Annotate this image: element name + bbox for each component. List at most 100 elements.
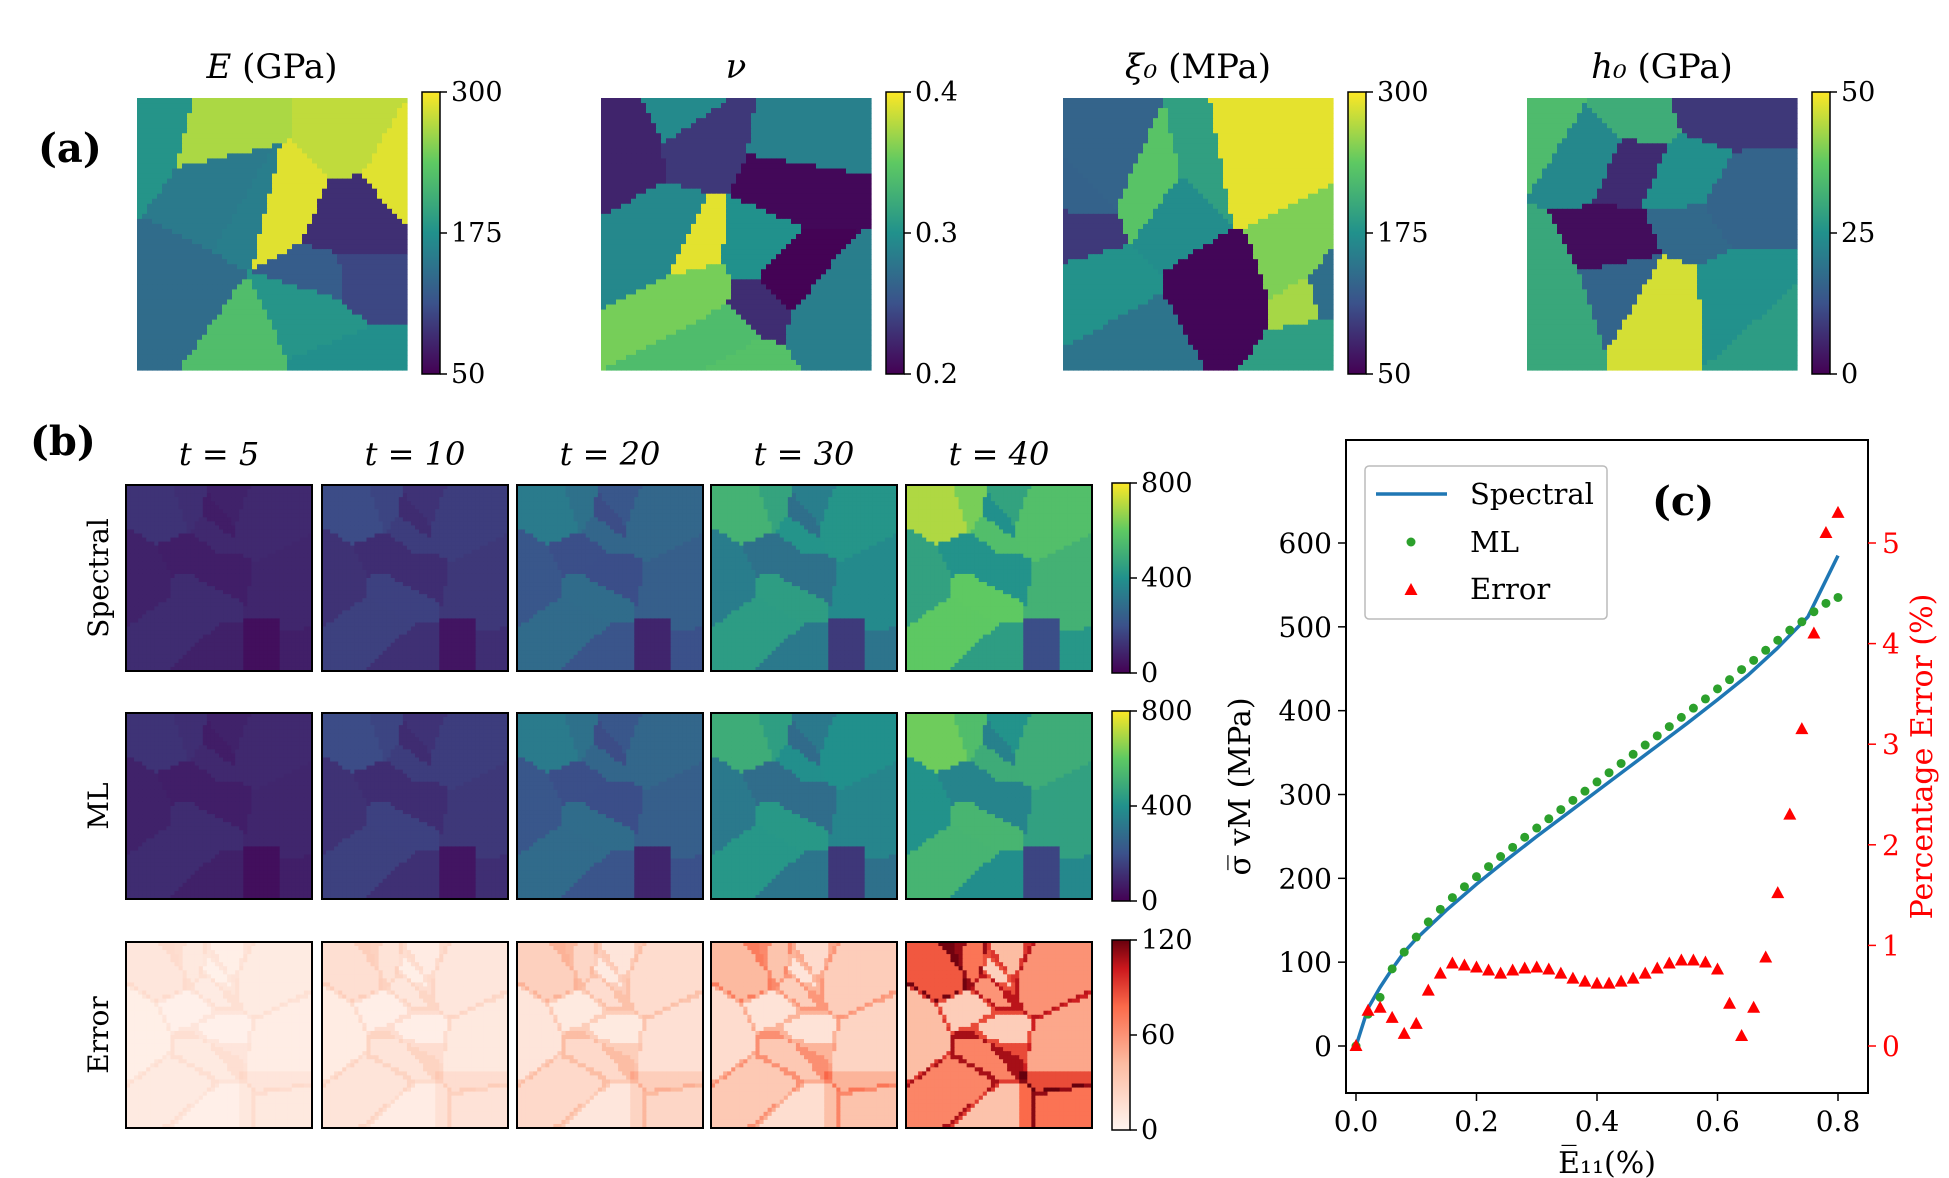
- ml-point: [1568, 796, 1577, 805]
- colorbar-tick-label: 0: [1141, 658, 1158, 689]
- colorbar-tick-label: 0: [1841, 359, 1858, 390]
- y-right-tick-label: 4: [1882, 628, 1900, 661]
- y-right-tick-label: 5: [1882, 527, 1900, 560]
- error-point: [1759, 950, 1772, 962]
- legend-label: Spectral: [1470, 477, 1594, 511]
- error-point: [1591, 977, 1604, 989]
- legend-ml-swatch: [1407, 538, 1416, 547]
- ml-point: [1412, 933, 1421, 942]
- error-point: [1398, 1027, 1411, 1039]
- colorbar-tick-label: 120: [1141, 925, 1193, 956]
- grain-map-image: [1527, 98, 1798, 371]
- map-title: ξ₀ (MPa): [1125, 47, 1271, 87]
- colorbar-tick-label: 400: [1141, 563, 1193, 594]
- ml-point: [1653, 731, 1662, 740]
- error-point: [1578, 975, 1591, 987]
- ml-point: [1821, 599, 1830, 608]
- error-point: [1566, 972, 1579, 984]
- colorbar-tick-label: 800: [1141, 696, 1193, 727]
- error-point: [1410, 1017, 1423, 1029]
- column-label: t = 40: [949, 435, 1050, 473]
- ml-point: [1508, 843, 1517, 852]
- error-point: [1651, 962, 1664, 974]
- error-point: [1711, 963, 1724, 975]
- y-right-tick-label: 2: [1882, 829, 1900, 862]
- error-point: [1639, 967, 1652, 979]
- error-point: [1386, 1011, 1399, 1023]
- row-label: Spectral: [82, 518, 115, 638]
- column-label: t = 10: [365, 435, 466, 473]
- ml-point: [1472, 872, 1481, 881]
- ml-point: [1677, 713, 1686, 722]
- material-map-2: ν 0.4 0.3 0.2: [601, 47, 958, 390]
- error-point: [1723, 997, 1736, 1009]
- ml-point: [1785, 626, 1794, 635]
- colorbar-tick-label: 0.3: [915, 218, 958, 249]
- stress-map-t30: [711, 942, 898, 1129]
- error-point: [1675, 953, 1688, 965]
- map-title: ν: [726, 47, 747, 87]
- ml-point: [1460, 882, 1469, 891]
- error-point: [1434, 967, 1447, 979]
- y-tick-label: 500: [1279, 611, 1332, 644]
- ml-point: [1520, 833, 1529, 842]
- error-point: [1795, 722, 1808, 734]
- colorbar: 800 400 0: [1112, 468, 1193, 689]
- map-title: E (GPa): [206, 47, 338, 87]
- ml-point: [1761, 646, 1770, 655]
- column-label: t = 30: [754, 435, 855, 473]
- colorbar-tick-label: 0.4: [915, 77, 958, 108]
- x-tick-label: 0.4: [1575, 1105, 1620, 1138]
- error-point: [1687, 953, 1700, 965]
- y-tick-label: 200: [1279, 862, 1332, 895]
- error-point: [1783, 808, 1796, 820]
- stress-map-t5: [126, 713, 313, 900]
- stress-map-t40: [906, 713, 1093, 900]
- error-point: [1819, 526, 1832, 538]
- ml-point: [1834, 593, 1843, 602]
- panel-label-c: (c): [1652, 478, 1714, 525]
- ml-point: [1376, 993, 1385, 1002]
- ml-point: [1701, 694, 1710, 703]
- y-tick-label: 100: [1279, 946, 1332, 979]
- error-point: [1494, 967, 1507, 979]
- ml-point: [1496, 852, 1505, 861]
- ml-point: [1809, 607, 1818, 616]
- ml-point: [1424, 917, 1433, 926]
- colorbar-tick-label: 800: [1141, 468, 1193, 499]
- x-tick-label: 0.2: [1454, 1105, 1499, 1138]
- ml-point: [1629, 750, 1638, 759]
- error-point: [1362, 1004, 1375, 1016]
- map-title: h₀ (GPa): [1591, 47, 1733, 87]
- ml-point: [1713, 684, 1722, 693]
- panel-label-b: (b): [30, 418, 96, 465]
- colorbar-tick-label: 300: [1377, 77, 1429, 108]
- colorbar-tick-label: 50: [1841, 77, 1875, 108]
- colorbar-tick-label: 25: [1841, 218, 1875, 249]
- x-tick-label: 0.8: [1816, 1105, 1861, 1138]
- material-map-4: h₀ (GPa) 50 25 0: [1527, 47, 1875, 390]
- ml-point: [1797, 617, 1806, 626]
- legend-label: Error: [1470, 572, 1550, 606]
- stress-map-t5: [126, 942, 313, 1129]
- ml-point: [1617, 759, 1626, 768]
- colorbar: 50 25 0: [1812, 77, 1875, 390]
- error-point: [1422, 984, 1435, 996]
- error-point: [1542, 963, 1555, 975]
- error-point: [1771, 886, 1784, 898]
- ml-point: [1773, 636, 1782, 645]
- stress-map-t20: [517, 485, 704, 672]
- colorbar-tick-label: 50: [1377, 359, 1411, 390]
- stress-map-t40: [906, 942, 1093, 1129]
- error-point: [1627, 972, 1640, 984]
- grain-map-image: [601, 98, 872, 371]
- colorbar-tick-label: 0.2: [915, 359, 958, 390]
